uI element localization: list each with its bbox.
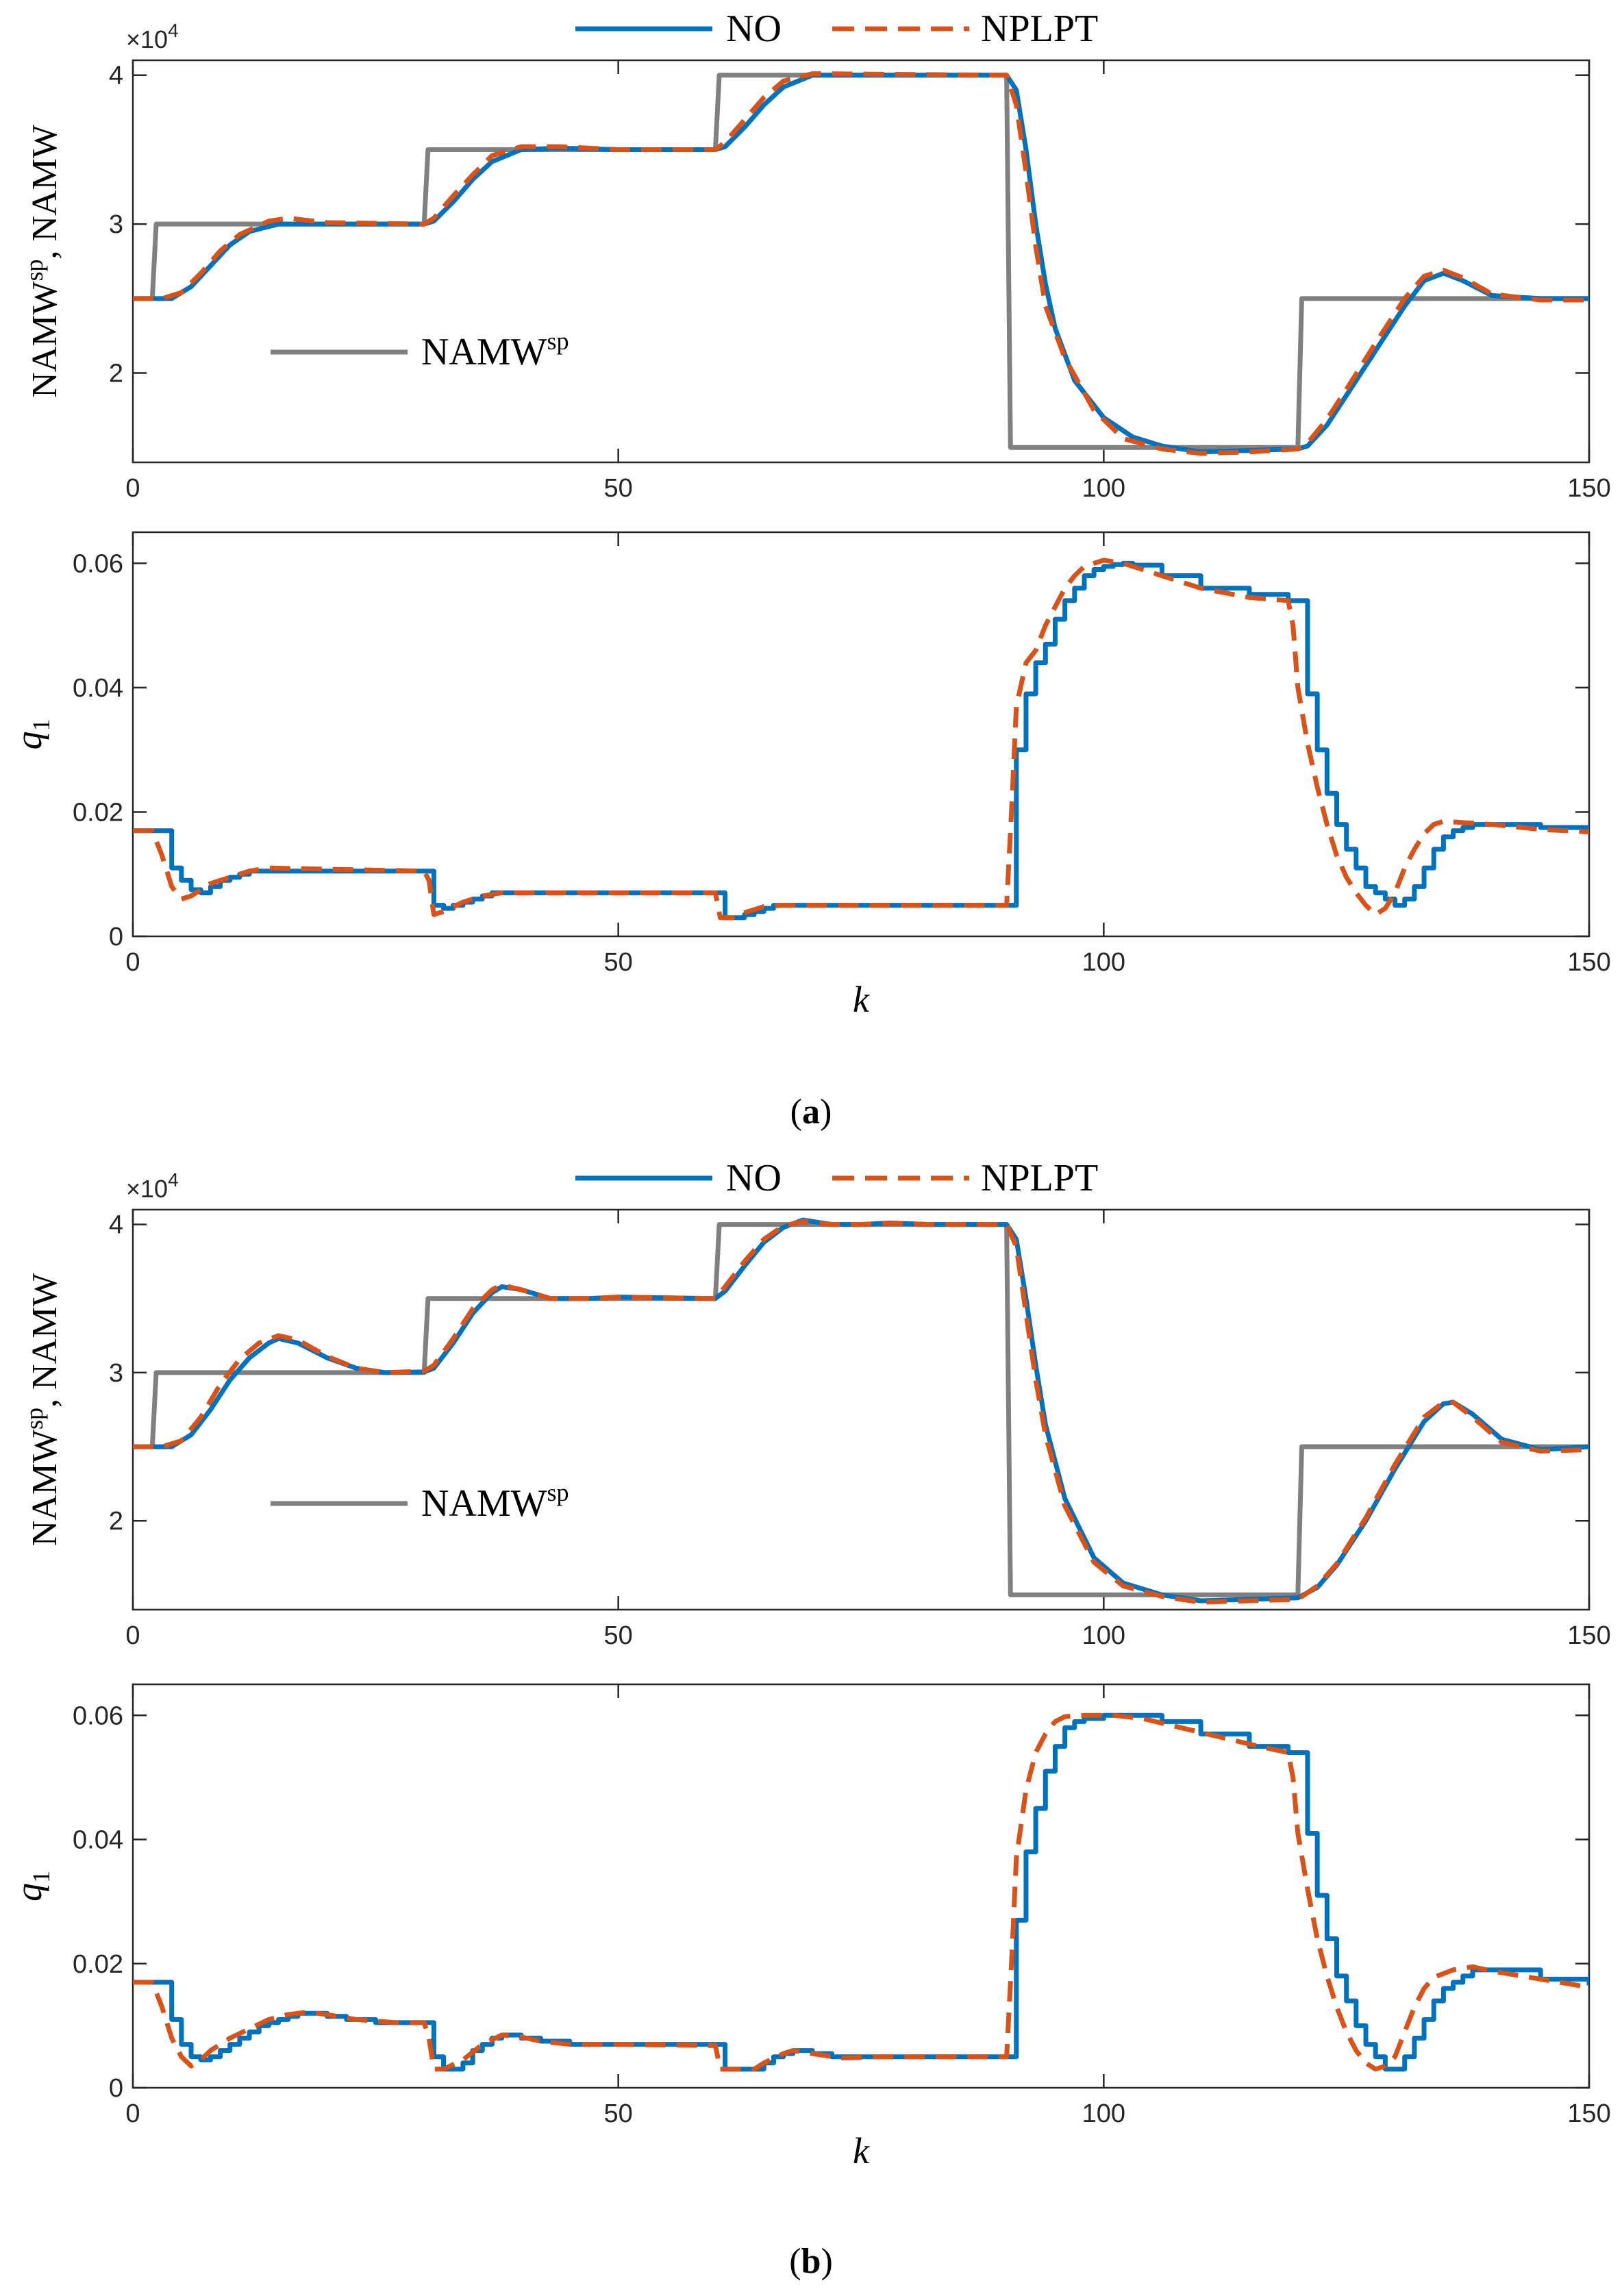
y-tick-label: 2 [109,360,123,388]
legend-nplpt-label: NPLPT [981,1157,1098,1199]
axes-frame [132,1683,1590,2089]
legend-no-label: NO [726,8,782,50]
series-no-line [133,560,1589,921]
series-nplpt-line [133,71,1589,456]
caption-b: (b) [789,2242,833,2281]
x-tick-label: 150 [1567,474,1610,503]
series-sp-line [133,1222,1589,1597]
sp-legend-label: NAMWsp [421,1479,569,1525]
y-tick-label: 3 [109,1359,123,1388]
x-axis-label: k [853,2130,870,2171]
x-tick-label: 0 [125,1621,140,1650]
series-nplpt-line [133,1219,1589,1605]
y-tick-label: 0.04 [73,1826,123,1855]
axes-frame [132,59,1590,464]
y-tick-label: 0.04 [73,674,123,703]
sp-legend-b: NAMWsp [271,1479,569,1525]
y-axis-label: q1 [8,1871,55,1901]
x-tick-label: 150 [1567,1621,1610,1650]
y-tick-label: 0 [109,2074,123,2103]
x-tick-label: 50 [604,2099,633,2128]
x-tick-label: 150 [1567,2099,1610,2128]
x-tick-label: 150 [1567,948,1610,977]
y-tick-label: 0.02 [73,798,123,827]
x-tick-label: 100 [1082,1621,1125,1650]
x-tick-label: 0 [125,948,140,977]
x-axis-label: k [853,979,870,1020]
y-tick-label: 4 [109,62,123,90]
y-tick-label: 2 [109,1507,123,1536]
axes-a-q1: 0 50 100 150 0 0.02 0.04 0.06 q1 k [8,531,1611,1020]
y-exponent: ×104 [126,1169,179,1203]
x-tick-label: 50 [604,1621,633,1650]
y-tick-label: 0.06 [73,1701,123,1730]
x-tick-label: 50 [604,474,633,503]
x-tick-label: 0 [125,474,140,503]
series-nplpt-line [133,558,1589,921]
series-no-line [133,1712,1589,2072]
axes-frame [132,531,1590,938]
y-axis-label: q1 [8,719,55,750]
axes-b-q1: 0 50 100 150 0 0.02 0.04 0.06 q1 k [8,1683,1611,2171]
x-tick-label: 100 [1082,474,1125,503]
axes-a-namw: 0 50 100 150 2 3 4×104 NAMWsp, NAMW [21,20,1611,503]
legend-a: NO NPLPT [575,8,1098,50]
legend-b: NO NPLPT [575,1157,1098,1199]
series-nplpt-line [133,1712,1589,2072]
x-tick-label: 50 [604,948,633,977]
axes-b-namw: 0 50 100 150 2 3 4×104 NAMWsp, NAMW [21,1169,1611,1650]
series-no-line [133,73,1589,455]
series-no-line [133,1217,1589,1604]
y-tick-label: 0 [109,923,123,951]
y-axis-label: NAMWsp, NAMW [21,1273,64,1547]
y-tick-label: 0.06 [73,549,123,578]
sp-legend-label: NAMWsp [421,327,569,373]
legend-no-label: NO [726,1157,782,1199]
y-axis-label: NAMWsp, NAMW [21,125,64,398]
y-exponent: ×104 [126,20,179,53]
y-tick-label: 3 [109,210,123,239]
y-tick-label: 4 [109,1211,123,1240]
x-tick-label: 100 [1082,2099,1125,2128]
caption-a: (a) [790,1093,832,1132]
axes-frame [132,1208,1590,1611]
x-tick-label: 0 [125,2099,140,2128]
legend-nplpt-label: NPLPT [981,8,1098,50]
sp-legend-a: NAMWsp [271,327,569,373]
series-sp-line [133,73,1589,450]
y-tick-label: 0.02 [73,1950,123,1979]
x-tick-label: 100 [1082,948,1125,977]
